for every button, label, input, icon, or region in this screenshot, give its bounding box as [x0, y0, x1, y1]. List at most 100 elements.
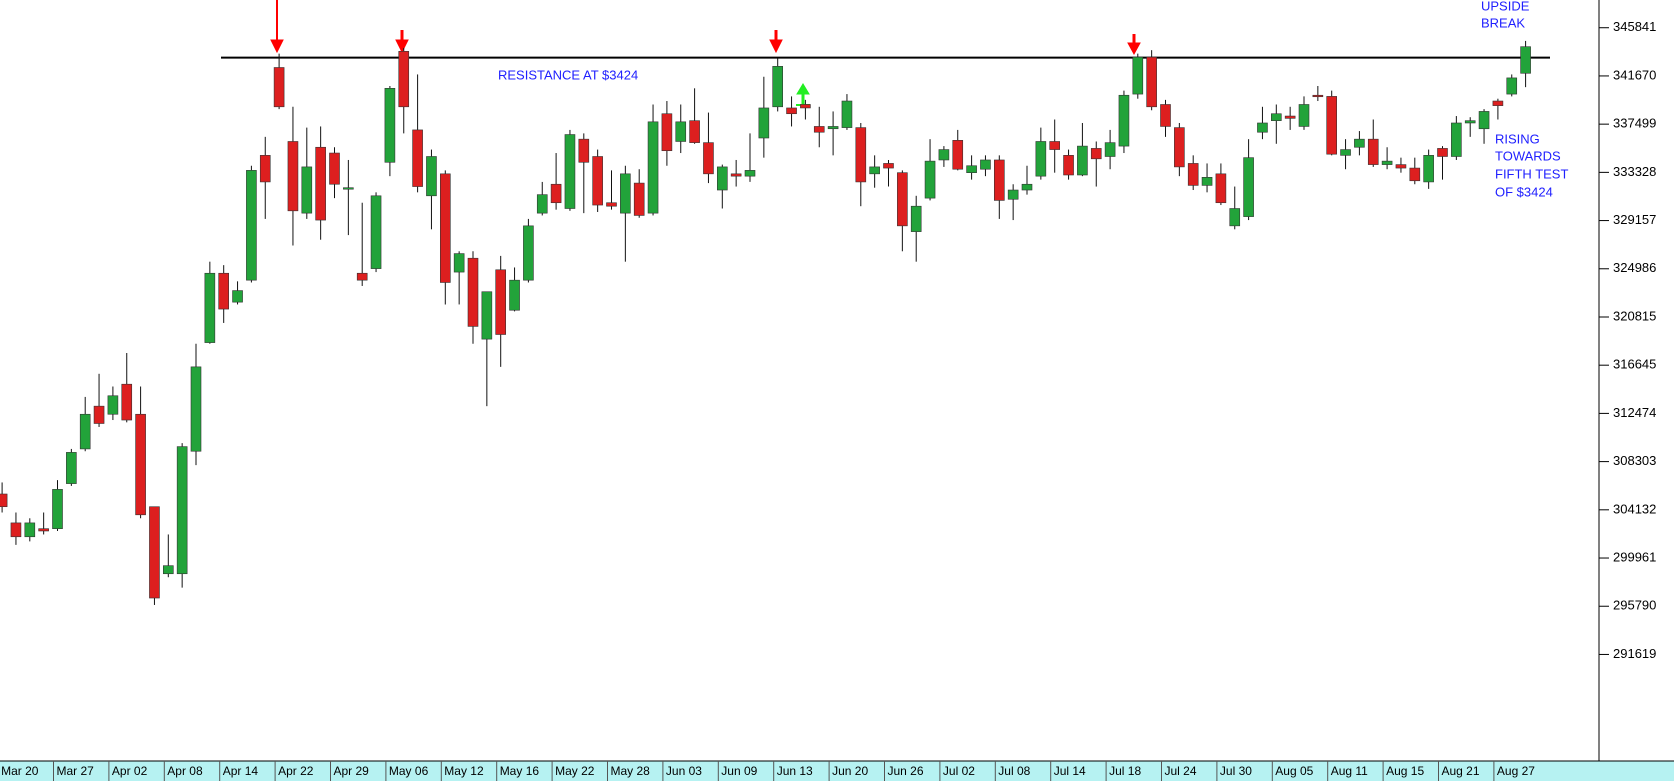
candle-body — [1035, 141, 1047, 177]
x-tick-label: Apr 14 — [223, 764, 259, 778]
y-tick-label: 345841 — [1613, 19, 1656, 34]
candle-body — [689, 120, 700, 143]
candle-body — [38, 528, 49, 532]
down-arrow — [1127, 34, 1141, 56]
candle-body — [1049, 141, 1060, 150]
candle-body — [384, 88, 396, 163]
candle-body — [1187, 163, 1199, 186]
candle-body — [800, 104, 811, 109]
annotation: FIFTH TEST — [1495, 166, 1568, 181]
y-tick-label: 316645 — [1613, 357, 1656, 372]
candle-body — [370, 195, 382, 269]
x-tick-label: Jul 18 — [1109, 764, 1141, 778]
candle-body — [176, 446, 188, 575]
candle-body — [0, 493, 8, 508]
y-tick-label: 341670 — [1613, 67, 1656, 82]
date-bar — [0, 761, 1674, 781]
candle-body — [897, 172, 908, 227]
candle-body — [1090, 148, 1102, 160]
candle-body — [10, 522, 22, 538]
y-tick-label: 337499 — [1613, 116, 1656, 131]
candle-body — [481, 291, 493, 340]
candle-body — [1298, 104, 1310, 127]
x-tick-label: Aug 15 — [1386, 764, 1424, 778]
candle-body — [1381, 160, 1393, 165]
candle-body — [246, 170, 257, 281]
candle-body — [855, 127, 867, 183]
x-tick-label: Aug 11 — [1331, 764, 1368, 778]
candle-body — [1201, 177, 1213, 186]
candle-body — [633, 182, 645, 216]
candle-body — [1077, 145, 1088, 176]
y-tick-label: 295790 — [1613, 598, 1656, 613]
candle-body — [1174, 127, 1185, 168]
x-tick-label: May 12 — [444, 764, 484, 778]
candle-body — [1118, 94, 1130, 147]
candle-body — [813, 126, 825, 133]
x-tick-label: Jul 02 — [943, 764, 975, 778]
candle-body — [1492, 100, 1504, 106]
x-tick-label: Jun 20 — [832, 764, 868, 778]
candle-body — [204, 272, 216, 343]
candle-body — [1367, 138, 1379, 165]
candle-body — [273, 67, 285, 108]
candle-body — [301, 166, 313, 214]
candle-body — [232, 290, 243, 303]
candle-body — [356, 272, 368, 281]
candle-body — [550, 183, 562, 204]
candle-body — [135, 413, 146, 516]
candle-body — [924, 160, 936, 199]
x-tick-label: Apr 22 — [278, 764, 314, 778]
candle-body — [841, 100, 853, 128]
down-arrow — [270, 0, 284, 54]
candle-body — [1423, 155, 1434, 183]
y-tick-label: 312474 — [1613, 405, 1656, 420]
x-tick-label: Aug 05 — [1275, 764, 1313, 778]
x-tick-label: Jul 24 — [1165, 764, 1197, 778]
down-arrow — [769, 30, 783, 54]
candle-body — [966, 165, 977, 173]
candle-body — [952, 140, 964, 170]
candle-body — [509, 279, 520, 311]
up-arrow — [796, 83, 810, 106]
candle-body — [716, 166, 728, 191]
candle-body — [744, 170, 756, 177]
y-tick-label: 291619 — [1613, 646, 1656, 661]
candle-body — [1326, 96, 1337, 155]
candle-body — [1312, 94, 1324, 98]
candle-body — [287, 141, 299, 212]
candle-body — [1229, 208, 1241, 227]
candle-body — [495, 269, 507, 335]
candle-body — [1451, 122, 1462, 157]
candle-body — [869, 166, 880, 175]
candle-body — [1104, 142, 1116, 157]
candle-body — [52, 489, 63, 529]
candle-body — [592, 156, 603, 206]
y-tick-label: 308303 — [1613, 453, 1656, 468]
candle-body — [1340, 149, 1351, 156]
x-tick-label: Mar 20 — [1, 764, 39, 778]
candle-body — [1021, 183, 1033, 191]
y-tick-label: 299961 — [1613, 549, 1656, 564]
x-tick-label: May 28 — [611, 764, 651, 778]
candle-body — [1520, 46, 1531, 74]
annotation: RISING — [1495, 131, 1540, 146]
candle-body — [218, 272, 229, 310]
candle-body — [163, 565, 174, 575]
candle-body — [343, 187, 354, 190]
down-arrow — [395, 30, 409, 54]
annotation: TOWARDS — [1495, 148, 1561, 163]
candle-body — [703, 142, 714, 175]
candle-body — [730, 173, 742, 177]
x-tick-label: May 22 — [555, 764, 595, 778]
x-tick-label: Apr 29 — [334, 764, 370, 778]
candle-body — [315, 146, 326, 221]
annotation: BREAK — [1481, 15, 1525, 30]
x-tick-label: Jun 26 — [888, 764, 924, 778]
candle-body — [1007, 189, 1019, 200]
candle-body — [1354, 138, 1365, 148]
candle-body — [675, 121, 687, 142]
x-tick-label: Jun 13 — [777, 764, 813, 778]
candle-body — [121, 383, 133, 421]
candle-body — [993, 159, 1005, 201]
